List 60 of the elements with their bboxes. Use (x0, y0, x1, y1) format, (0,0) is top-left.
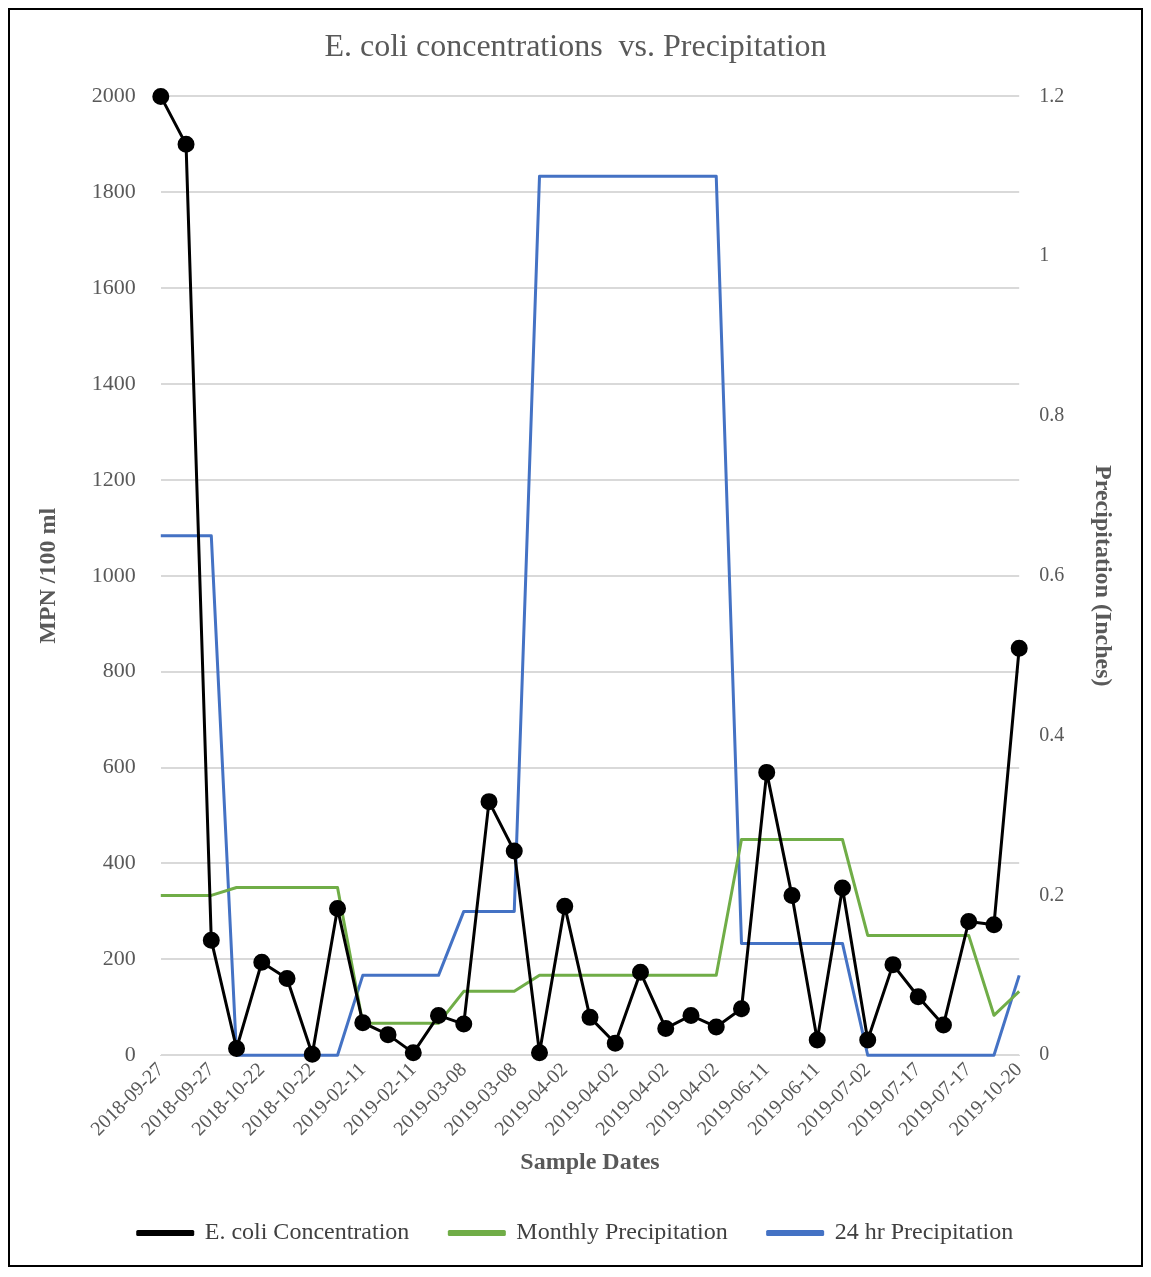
point (808, 1031, 826, 1049)
y-tick-label: 2000 (91, 82, 136, 108)
y-tick-label: 800 (102, 657, 136, 683)
y-tick-label: 1000 (91, 561, 136, 587)
legend-label: 24 hr Precipitation (834, 1218, 1014, 1245)
point (606, 1034, 624, 1052)
point (758, 763, 776, 781)
point (354, 1014, 372, 1032)
point (303, 1045, 321, 1063)
point (833, 879, 851, 897)
point (455, 1015, 473, 1033)
legend-label: E. coli Concentration (204, 1218, 410, 1245)
point (152, 87, 170, 105)
point (657, 1019, 675, 1037)
point (329, 900, 347, 918)
y-tick-label: 1800 (91, 178, 136, 204)
point (960, 912, 978, 930)
y-tick-label: 200 (102, 945, 136, 971)
point (783, 887, 801, 905)
point (430, 1006, 448, 1024)
point (934, 1016, 952, 1034)
y2-tick-label: 0.6 (1039, 563, 1065, 586)
point (531, 1044, 549, 1062)
y2-tick-label: 0.2 (1039, 882, 1065, 905)
y-tick-label: 1600 (91, 273, 136, 299)
y2-axis-title: Precipitation (Inches) (1091, 465, 1118, 687)
point (278, 970, 296, 988)
legend-label: Monthly Precipitation (516, 1218, 728, 1245)
y-tick-label: 0 (124, 1041, 136, 1067)
point (909, 988, 927, 1006)
y-axis-title: MPN /100 ml (33, 507, 60, 644)
point (1010, 639, 1028, 657)
chart-title: E. coli concentrations vs. Precipitation (324, 26, 827, 63)
y2-tick-label: 0.8 (1039, 403, 1065, 426)
y2-tick-label: 1 (1039, 243, 1050, 266)
y2-tick-label: 1.2 (1039, 83, 1065, 106)
y-tick-label: 1400 (91, 369, 136, 395)
y-tick-label: 1200 (91, 465, 136, 491)
point (404, 1044, 422, 1062)
point (379, 1026, 397, 1044)
x-axis-title: Sample Dates (520, 1147, 660, 1174)
point (480, 793, 498, 811)
point (884, 956, 902, 974)
y-tick-label: 600 (102, 753, 136, 779)
point (505, 842, 523, 860)
y2-tick-label: 0.4 (1039, 722, 1065, 745)
point (202, 931, 220, 949)
point (707, 1018, 725, 1036)
point (859, 1031, 877, 1049)
point (732, 1000, 750, 1018)
point (556, 897, 574, 915)
y2-tick-label: 0 (1039, 1042, 1050, 1065)
point (631, 963, 649, 981)
point (682, 1006, 700, 1024)
point (581, 1008, 599, 1026)
point (177, 135, 195, 153)
y-tick-label: 400 (102, 849, 136, 875)
point (985, 916, 1003, 934)
point (253, 953, 271, 971)
point (228, 1040, 246, 1058)
